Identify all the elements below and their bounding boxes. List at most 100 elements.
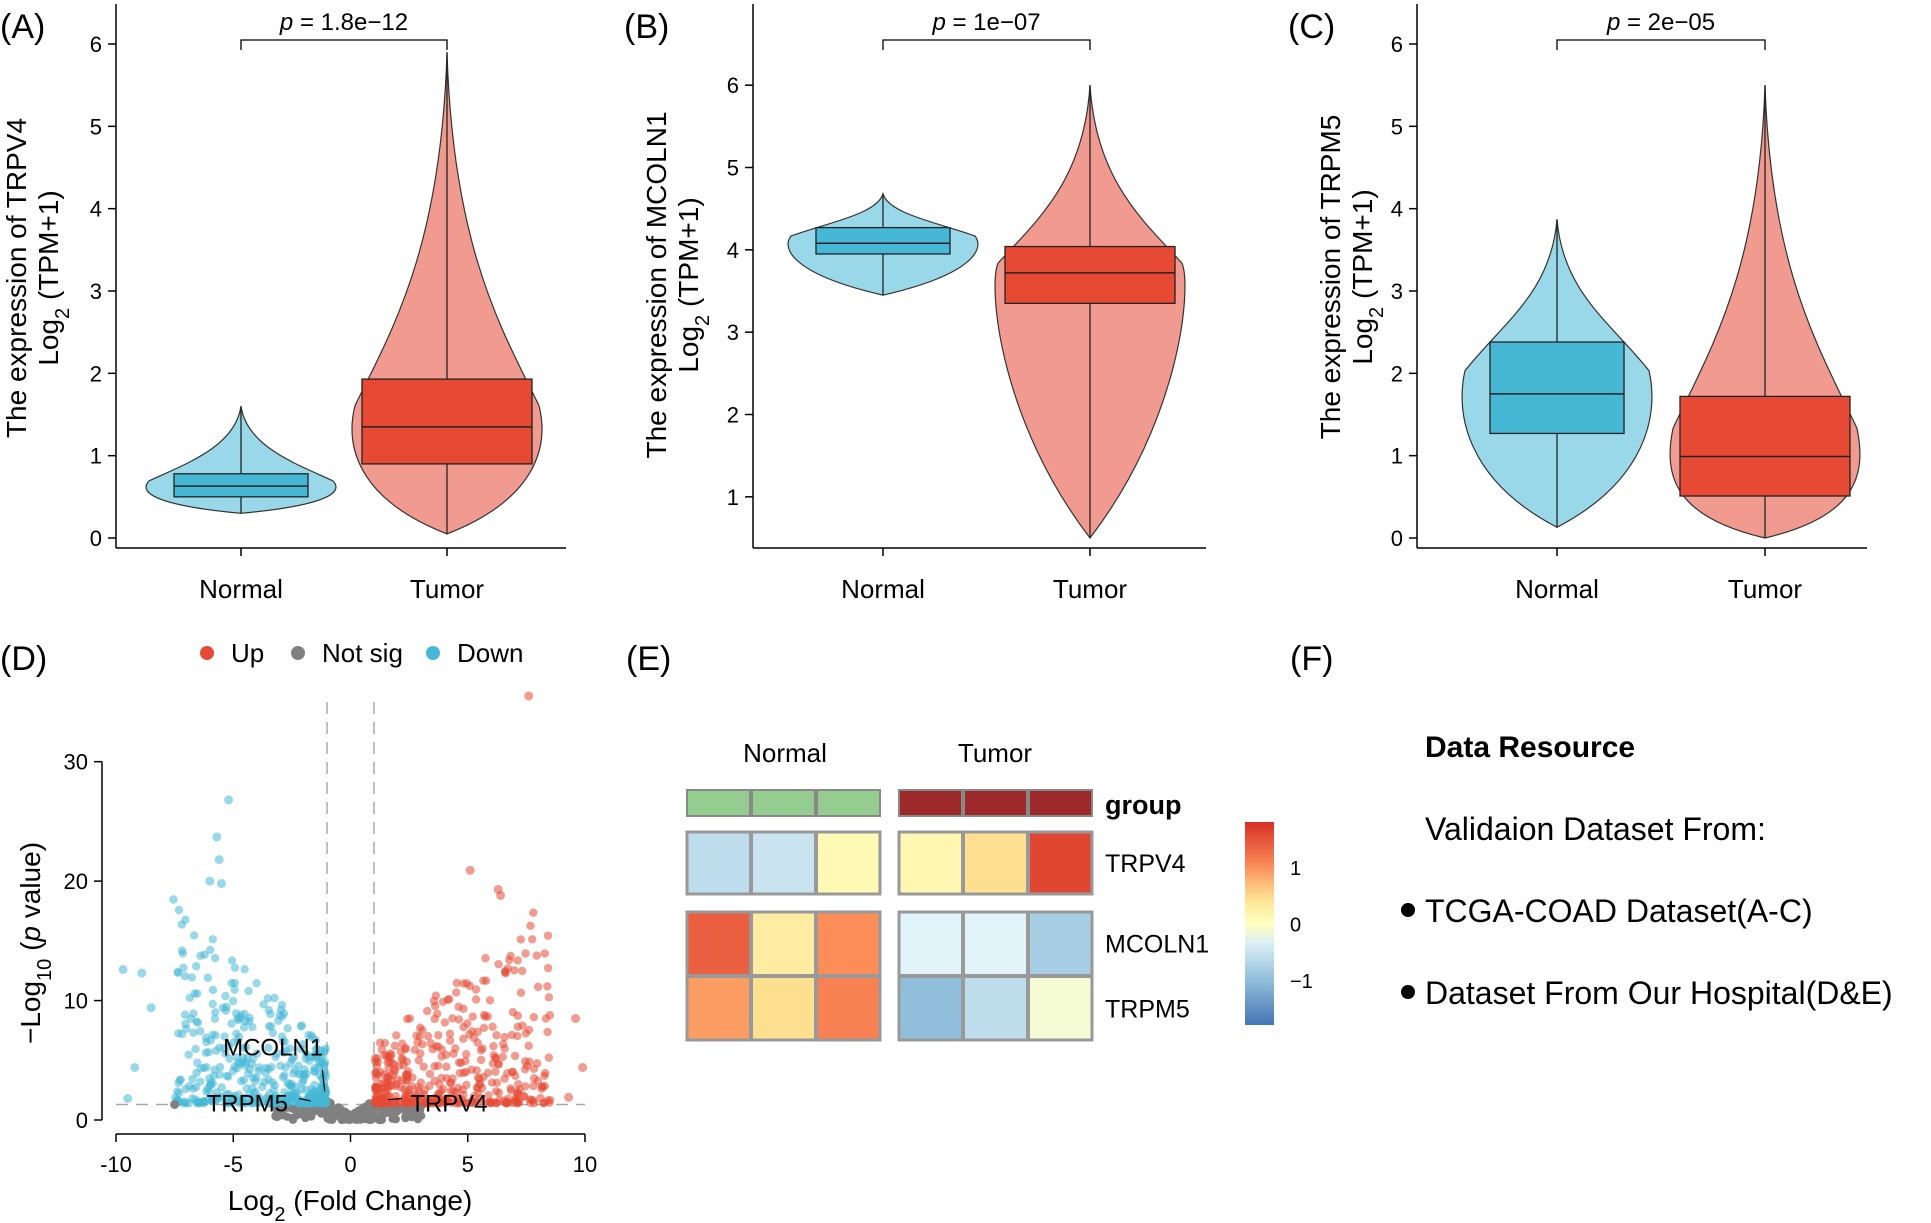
y-tick-label: 6 — [1391, 32, 1403, 57]
legend-label: Down — [457, 638, 523, 668]
volcano-point — [208, 1079, 217, 1088]
volcano-point — [372, 1084, 381, 1094]
volcano-point — [532, 951, 541, 960]
x-tick-label: 10 — [573, 1152, 597, 1177]
volcano-point — [543, 1027, 552, 1037]
volcano-point — [524, 1041, 533, 1051]
volcano-point — [494, 959, 503, 969]
volcano-point — [277, 1000, 287, 1010]
volcano-point — [240, 965, 249, 974]
volcano-point — [412, 1031, 421, 1040]
volcano-point — [455, 1098, 465, 1108]
volcano-point — [520, 1065, 530, 1074]
x-tick-label: Normal — [841, 574, 925, 604]
panel-f-title: Data Resource — [1425, 731, 1635, 764]
gene-label-mcoln1: MCOLN1 — [223, 1035, 323, 1062]
y-tick-label: 30 — [64, 750, 88, 775]
volcano-point — [247, 1097, 256, 1106]
volcano-point — [423, 1032, 433, 1041]
volcano-point — [545, 1010, 555, 1020]
heatmap-cell — [898, 976, 963, 1041]
volcano-point — [380, 1038, 390, 1048]
volcano-point — [289, 1053, 299, 1062]
y-tick-label: 2 — [90, 361, 102, 386]
volcano-point — [513, 1011, 523, 1020]
volcano-point — [372, 1061, 381, 1070]
volcano-point — [537, 1082, 547, 1091]
volcano-point — [300, 1070, 309, 1080]
volcano-point — [308, 1033, 317, 1042]
y-tick-label: 3 — [90, 279, 102, 304]
panel-c-ylabel-unit: Log2 (TPM+1) — [1347, 189, 1388, 364]
significance-bracket — [240, 39, 448, 50]
volcano-point — [445, 1036, 455, 1045]
volcano-point — [204, 1087, 214, 1096]
heatmap-color-bar — [1245, 822, 1274, 1025]
panel-b-violin-chart: (B) 1 2 3 4 5 6 Normal Tumor p = 1e−07 The expre… — [624, 4, 1206, 604]
volcano-point — [241, 1042, 251, 1052]
y-tick-label: 20 — [64, 869, 88, 894]
volcano-point — [391, 1115, 400, 1124]
y-tick-label: 10 — [64, 989, 88, 1014]
heatmap-cell — [1028, 976, 1093, 1041]
volcano-point — [500, 1032, 509, 1042]
panel-e-heatmap: (E) Normal Tumor group TRPV4 MCOLN1 TRPM5 1 0 −1 — [626, 640, 1313, 1042]
volcano-point — [414, 1056, 424, 1065]
y-tick-label: 5 — [90, 114, 102, 139]
volcano-point — [310, 1067, 320, 1076]
panel-f-subtitle: Validaion Dataset From: — [1425, 811, 1766, 847]
heatmap-cell — [751, 831, 816, 895]
volcano-point — [177, 920, 186, 929]
volcano-point — [191, 1082, 201, 1092]
heatmap-cell — [686, 831, 751, 895]
volcano-point — [283, 1091, 292, 1100]
panel-f-bullet-2: Dataset From Our Hospital(D&E) — [1425, 975, 1893, 1011]
volcano-point — [459, 1004, 468, 1013]
volcano-point — [423, 1006, 432, 1016]
volcano-point — [396, 1047, 405, 1056]
panel-c-plot-area: 0 1 2 3 4 5 6 Normal Tumor p = 2e−05 — [1391, 4, 1867, 604]
y-tick-label: 6 — [727, 73, 739, 98]
panel-f-bullet-1: TCGA-COAD Dataset(A-C) — [1425, 893, 1813, 929]
panel-e-plot-area: Normal Tumor group TRPV4 MCOLN1 TRPM5 1 0 −1 — [685, 738, 1313, 1042]
volcano-point — [189, 931, 199, 940]
volcano-point — [217, 879, 227, 888]
volcano-point — [289, 1069, 298, 1078]
x-tick-label: Normal — [1515, 574, 1599, 604]
volcano-point — [430, 1062, 439, 1071]
volcano-point — [387, 1050, 396, 1060]
volcano-point — [173, 968, 183, 977]
volcano-point — [462, 1080, 471, 1090]
volcano-point — [310, 1080, 319, 1090]
legend-swatch — [426, 646, 440, 660]
panel-a-label: (A) — [0, 8, 45, 46]
y-tick-label: 0 — [90, 526, 102, 551]
volcano-point — [353, 1107, 362, 1116]
heatmap-cell — [686, 911, 751, 976]
volcano-point — [492, 1031, 501, 1040]
volcano-point — [263, 994, 273, 1003]
volcano-point — [376, 1067, 385, 1077]
volcano-point — [230, 985, 239, 994]
volcano-point — [315, 1107, 325, 1116]
volcano-point — [371, 1099, 380, 1108]
volcano-point — [260, 1077, 269, 1087]
volcano-point — [206, 945, 215, 955]
volcano-point — [544, 993, 554, 1002]
volcano-point — [416, 1111, 426, 1120]
volcano-point — [224, 795, 234, 805]
volcano-point — [248, 1083, 257, 1093]
bullet-dot-icon — [1401, 903, 1415, 917]
volcano-point — [297, 1078, 307, 1088]
volcano-point — [437, 1073, 446, 1083]
volcano-point — [285, 1044, 295, 1053]
y-tick-label: 4 — [90, 197, 102, 222]
heatmap-block-outline — [897, 910, 1094, 1042]
panel-b-plot-area: 1 2 3 4 5 6 Normal Tumor p = 1e−07 — [727, 4, 1206, 604]
heatmap-cell — [898, 831, 963, 895]
volcano-point — [405, 1085, 414, 1094]
box-tumor — [1004, 245, 1176, 304]
volcano-point — [496, 890, 506, 900]
volcano-point — [292, 1111, 301, 1120]
volcano-point — [248, 1054, 258, 1063]
